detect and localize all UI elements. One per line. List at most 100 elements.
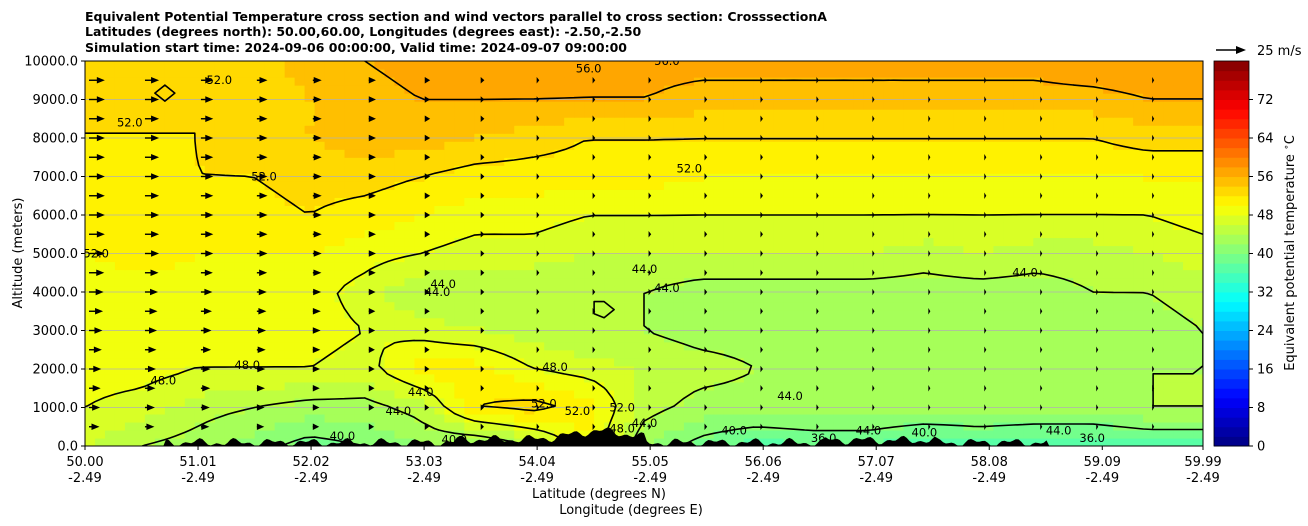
field-cell xyxy=(903,381,915,391)
field-cell xyxy=(184,437,196,446)
field-cell xyxy=(624,357,635,367)
field-cell xyxy=(853,141,865,150)
field-cell xyxy=(184,141,196,150)
field-cell xyxy=(134,317,146,327)
field-cell xyxy=(544,397,555,407)
field-cell xyxy=(663,397,675,407)
field-cell xyxy=(524,93,535,102)
field-cell xyxy=(763,109,775,118)
field-cell xyxy=(584,133,595,142)
field-cell xyxy=(304,141,316,150)
field-cell xyxy=(993,269,1004,279)
field-cell xyxy=(344,421,356,431)
field-cell xyxy=(803,221,815,231)
field-cell xyxy=(913,389,925,399)
field-cell xyxy=(594,165,605,174)
field-cell xyxy=(803,205,815,214)
field-cell xyxy=(244,309,256,319)
field-cell xyxy=(1183,221,1194,231)
field-cell xyxy=(124,413,136,423)
field-cell xyxy=(424,381,435,391)
field-cell xyxy=(763,405,775,415)
field-cell xyxy=(693,285,705,295)
field-cell xyxy=(843,277,855,287)
field-cell xyxy=(903,149,915,158)
field-cell xyxy=(444,413,455,423)
field-cell xyxy=(554,237,565,247)
field-cell xyxy=(244,85,256,94)
field-cell xyxy=(693,245,705,255)
field-cell xyxy=(663,333,675,343)
field-cell xyxy=(434,261,445,271)
field-cell xyxy=(1103,261,1114,271)
field-cell xyxy=(763,133,775,142)
field-cell xyxy=(374,341,386,351)
field-cell xyxy=(693,429,705,439)
field-cell xyxy=(474,285,485,295)
field-cell xyxy=(334,381,346,391)
field-cell xyxy=(1023,117,1034,126)
field-cell xyxy=(614,309,625,319)
field-cell xyxy=(604,357,615,367)
field-cell xyxy=(1073,237,1084,247)
field-cell xyxy=(1173,421,1184,431)
field-cell xyxy=(324,373,336,383)
field-cell xyxy=(1043,397,1054,407)
field-cell xyxy=(913,221,925,231)
field-cell xyxy=(524,149,535,158)
field-cell xyxy=(564,269,575,279)
field-cell xyxy=(703,285,715,295)
field-cell xyxy=(1043,285,1054,295)
field-cell xyxy=(554,293,565,303)
field-cell xyxy=(554,309,565,319)
field-cell xyxy=(114,309,126,319)
field-cell xyxy=(404,413,416,423)
field-cell xyxy=(853,157,865,166)
field-cell xyxy=(883,389,895,399)
field-cell xyxy=(354,125,366,134)
field-cell xyxy=(1013,101,1024,110)
field-cell xyxy=(644,245,655,255)
field-cell xyxy=(883,165,895,174)
field-cell xyxy=(963,397,975,407)
field-cell xyxy=(713,157,725,166)
field-cell xyxy=(634,157,645,166)
field-cell xyxy=(1143,221,1154,231)
field-cell xyxy=(534,125,545,134)
field-cell xyxy=(194,237,206,247)
field-cell xyxy=(993,253,1004,263)
field-cell xyxy=(344,333,356,343)
field-cell xyxy=(644,101,655,110)
field-cell xyxy=(1103,205,1114,214)
field-cell xyxy=(534,381,545,391)
field-cell xyxy=(1063,429,1074,439)
field-cell xyxy=(903,285,915,295)
field-cell xyxy=(653,117,665,126)
field-cell xyxy=(973,309,984,319)
field-cell xyxy=(334,229,346,239)
field-cell xyxy=(1103,93,1114,102)
field-cell xyxy=(174,405,186,415)
field-cell xyxy=(683,221,695,231)
field-cell xyxy=(124,205,136,214)
field-cell xyxy=(314,189,326,198)
field-cell xyxy=(933,405,945,415)
field-cell xyxy=(843,237,855,247)
field-cell xyxy=(883,149,895,158)
field-cell xyxy=(284,333,296,343)
field-cell xyxy=(144,429,156,439)
field-cell xyxy=(1143,309,1154,319)
field-cell xyxy=(174,85,186,94)
field-cell xyxy=(713,269,725,279)
field-cell xyxy=(1083,341,1094,351)
field-cell xyxy=(264,309,276,319)
field-cell xyxy=(913,325,925,335)
field-cell xyxy=(1183,237,1194,247)
field-cell xyxy=(594,205,605,214)
field-cell xyxy=(564,229,575,239)
field-cell xyxy=(663,269,675,279)
field-cell xyxy=(873,405,885,415)
field-cell xyxy=(85,165,96,174)
field-cell xyxy=(833,269,845,279)
field-cell xyxy=(763,221,775,231)
